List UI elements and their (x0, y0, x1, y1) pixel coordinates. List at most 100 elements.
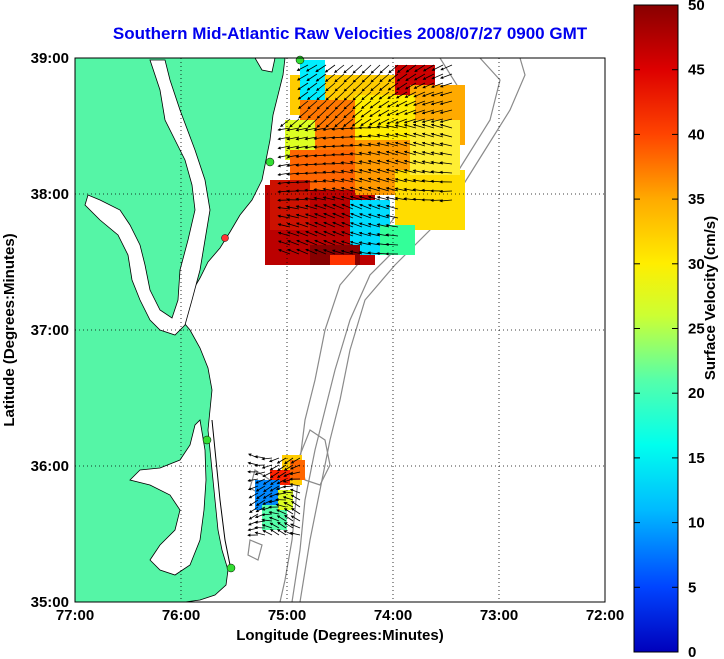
velocity-arrow (394, 141, 408, 147)
velocity-arrow (307, 91, 318, 101)
velocity-arrow (340, 240, 354, 246)
velocity-arrow (413, 82, 426, 89)
y-tick-label: 36:00 (31, 458, 69, 475)
velocity-arrow (387, 73, 399, 82)
velocity-arrow (405, 64, 417, 73)
x-tick-labels: 77:00 76:00 75:00 74:00 73:00 72:00 (56, 607, 624, 624)
station-marker (221, 234, 229, 242)
velocity-arrow (367, 186, 381, 192)
velocity-arrow (343, 91, 354, 101)
velocity-arrow (439, 170, 453, 174)
x-tick-label: 72:00 (586, 607, 624, 624)
velocity-arrow (286, 222, 300, 228)
velocity-arrow (249, 499, 259, 506)
station-marker (202, 435, 212, 445)
station-marker (265, 157, 275, 167)
velocity-arrow (255, 485, 266, 492)
velocity-arrow (385, 214, 399, 219)
velocity-arrow (334, 82, 345, 92)
velocity-arrow (403, 123, 417, 129)
velocity-arrow (314, 221, 327, 228)
velocity-arrow (323, 204, 336, 210)
x-tick-label: 77:00 (56, 607, 94, 624)
velocity-arrow (332, 203, 345, 210)
velocity-arrow (439, 133, 453, 138)
velocity-arrow (290, 457, 301, 464)
velocity-arrow (377, 118, 390, 125)
velocity-arrow (286, 205, 300, 210)
velocity-arrow (305, 239, 318, 246)
velocity-arrow (387, 82, 399, 91)
velocity-arrow (256, 492, 266, 500)
velocity-arrow (296, 64, 309, 71)
colorbar-tick-label: 25 (688, 321, 705, 338)
velocity-arrow (316, 109, 327, 119)
velocity-arrow (340, 249, 354, 255)
velocity-arrow (325, 82, 336, 92)
velocity-arrow (261, 524, 273, 529)
velocity-arrow (430, 91, 444, 97)
velocity-arrow (369, 109, 381, 117)
velocity-arrow (323, 249, 336, 255)
velocity-arrow (422, 91, 435, 97)
velocity-arrow (349, 240, 363, 246)
velocity-arrow (421, 141, 435, 147)
velocity-arrow (367, 177, 381, 183)
velocity-arrow (331, 187, 345, 192)
velocity-arrow (287, 240, 300, 246)
velocity-arrow (367, 195, 381, 201)
velocity-arrow (421, 151, 435, 156)
velocity-arrow (378, 91, 390, 100)
velocity-arrow (297, 82, 309, 91)
velocity-arrow (304, 213, 318, 219)
velocity-arrow (255, 499, 266, 506)
velocity-arrow (268, 511, 280, 515)
velocity-arrow (440, 64, 453, 71)
velocity-arrow (286, 214, 300, 219)
velocity-arrow (404, 82, 417, 90)
colorbar-tick-labels: 0 5 10 15 20 25 30 35 40 45 50 (634, 0, 705, 659)
velocity-arrow (395, 91, 408, 99)
velocity-arrow (358, 222, 372, 228)
velocity-arrow (289, 531, 301, 536)
velocity-arrow (255, 478, 266, 484)
velocity-arrow (358, 177, 372, 183)
x-tick-label: 73:00 (480, 607, 518, 624)
velocity-arrow (439, 161, 453, 165)
velocity-arrow (313, 196, 327, 201)
velocity-arrow (323, 212, 336, 219)
velocity-arrow (376, 196, 390, 201)
velocity-arrow (394, 178, 408, 183)
colorbar-tick-label: 20 (688, 385, 705, 402)
x-tick-label: 75:00 (268, 607, 306, 624)
velocity-arrow (439, 151, 453, 156)
velocity-arrow (358, 231, 372, 237)
velocity-arrow (378, 82, 390, 91)
velocity-arrow (376, 177, 390, 183)
velocity-arrow (332, 230, 345, 237)
velocity-arrow (291, 507, 301, 515)
velocity-arrow (431, 73, 444, 80)
velocity-arrow (323, 230, 336, 237)
velocity-arrow (342, 118, 354, 127)
velocity-arrow (430, 100, 444, 106)
velocity-arrow (359, 203, 372, 210)
y-tick-labels: 39:00 38:00 37:00 36:00 35:00 (31, 50, 69, 611)
velocity-arrow (277, 231, 291, 237)
velocity-arrow (379, 73, 390, 83)
velocity-arrow (403, 132, 417, 138)
velocity-arrow (412, 150, 426, 156)
velocity-arrow (421, 132, 435, 138)
pamlico-sound (129, 419, 207, 576)
velocity-arrow (403, 169, 417, 174)
velocity-arrow (296, 248, 309, 255)
velocity-arrow (359, 213, 372, 219)
velocity-arrow (440, 73, 453, 79)
velocity-arrow (254, 471, 266, 476)
velocity-arrow (430, 123, 444, 129)
velocity-arrow (315, 73, 327, 82)
velocity-arrow (431, 64, 444, 71)
velocity-arrow (289, 488, 301, 494)
station-marker (295, 55, 305, 65)
